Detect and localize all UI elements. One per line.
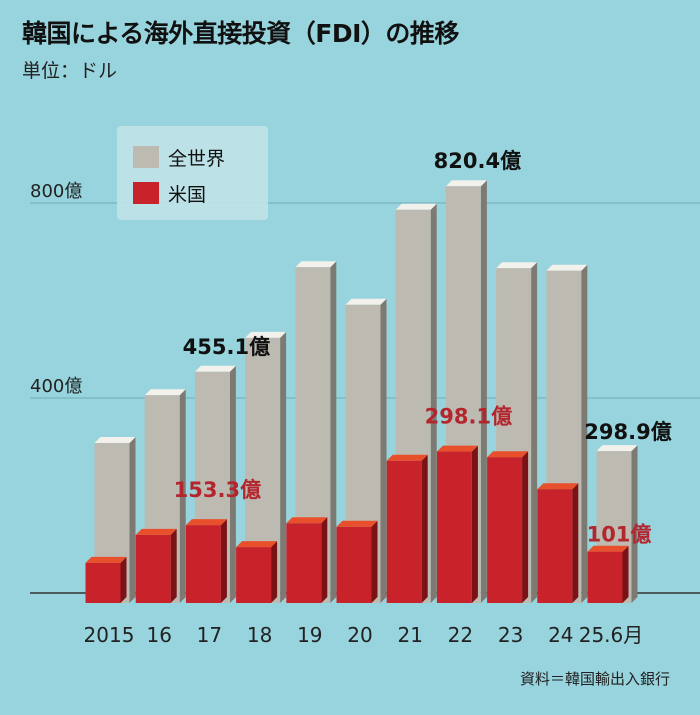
bar-us-top xyxy=(436,445,478,452)
bar-us xyxy=(135,534,171,603)
legend-label: 全世界 xyxy=(168,148,225,170)
bar-world-side xyxy=(179,389,186,603)
y-tick-label: 400億 xyxy=(30,376,82,397)
x-tick-label: 22 xyxy=(448,623,473,647)
bar-us-side xyxy=(622,545,629,603)
bar-us-top xyxy=(185,519,227,526)
bar-world-top xyxy=(395,203,437,210)
bar-world-side xyxy=(129,436,136,603)
bar-us-side xyxy=(421,454,428,603)
bar-us-side xyxy=(471,445,478,603)
data-label: 820.4億 xyxy=(434,149,521,173)
x-tick-label: 21 xyxy=(397,623,422,647)
bar-world-side xyxy=(581,264,588,603)
bar-world-side xyxy=(531,262,538,603)
bar-us-side xyxy=(170,528,177,603)
bar-us xyxy=(587,551,623,603)
bar-us xyxy=(336,526,372,603)
x-tick-label: 25.6月 xyxy=(579,623,644,647)
bar-world-top xyxy=(496,262,538,269)
bar-us xyxy=(537,489,573,603)
bar-us-side xyxy=(271,541,278,603)
chart-title: 韓国による海外直接投資（FDI）の推移 xyxy=(22,19,459,48)
unit-label: 単位：ドル xyxy=(22,60,118,82)
bar-world-top xyxy=(245,331,287,338)
bar-us xyxy=(386,460,422,603)
bar-us-top xyxy=(85,556,127,563)
source-note: 資料＝韓国輸出入銀行 xyxy=(519,670,670,688)
legend-swatch xyxy=(133,146,159,168)
bar-world-side xyxy=(631,445,638,603)
bar-world-top xyxy=(295,261,337,268)
legend-label: 米国 xyxy=(168,184,206,206)
bar-world-side xyxy=(330,261,337,603)
data-label: 153.3億 xyxy=(174,478,261,502)
bar-us xyxy=(286,523,322,603)
x-tick-label: 20 xyxy=(347,623,372,647)
bar-world-top xyxy=(546,264,588,271)
data-label: 455.1億 xyxy=(183,335,270,359)
x-tick-label: 2015 xyxy=(84,623,135,647)
x-tick-label: 18 xyxy=(247,623,272,647)
bar-us-top xyxy=(386,454,428,461)
bar-us-top xyxy=(487,451,529,458)
bar-world-side xyxy=(380,298,387,603)
x-tick-label: 23 xyxy=(498,623,523,647)
bar-us-side xyxy=(522,451,529,603)
bar-us xyxy=(436,451,472,603)
bar-us-top xyxy=(236,541,278,548)
bar-us-side xyxy=(120,556,127,603)
legend-swatch xyxy=(133,182,159,204)
bar-world-side xyxy=(480,180,487,603)
bar-world-side xyxy=(280,331,287,603)
bar-world-top xyxy=(144,389,186,396)
bar-us xyxy=(487,457,523,603)
data-label: 298.9億 xyxy=(584,420,671,444)
data-label: 101億 xyxy=(587,523,652,547)
bar-us-top xyxy=(135,528,177,535)
bar-us-side xyxy=(321,517,328,603)
bar-world-top xyxy=(194,365,236,372)
y-tick-label: 800億 xyxy=(30,181,82,202)
bar-us-top xyxy=(537,483,579,490)
bar-world-side xyxy=(229,365,236,603)
bar-world-top xyxy=(596,445,638,452)
bar-us-top xyxy=(336,520,378,527)
x-tick-label: 24 xyxy=(548,623,573,647)
bar-us-side xyxy=(572,483,579,603)
x-tick-label: 17 xyxy=(197,623,222,647)
bar-world-side xyxy=(430,203,437,604)
bar-world-top xyxy=(345,298,387,305)
data-label: 298.1億 xyxy=(425,405,512,429)
bar-us xyxy=(85,562,121,603)
bar-us-side xyxy=(220,519,227,603)
bar-us-top xyxy=(286,517,328,524)
bar-us xyxy=(236,547,272,603)
x-tick-label: 19 xyxy=(297,623,322,647)
x-tick-label: 16 xyxy=(146,623,171,647)
bar-us-side xyxy=(371,520,378,603)
bar-world-top xyxy=(445,180,487,187)
bar-us-top xyxy=(587,545,629,552)
bar-us xyxy=(185,525,221,603)
bar-world-top xyxy=(94,436,136,443)
